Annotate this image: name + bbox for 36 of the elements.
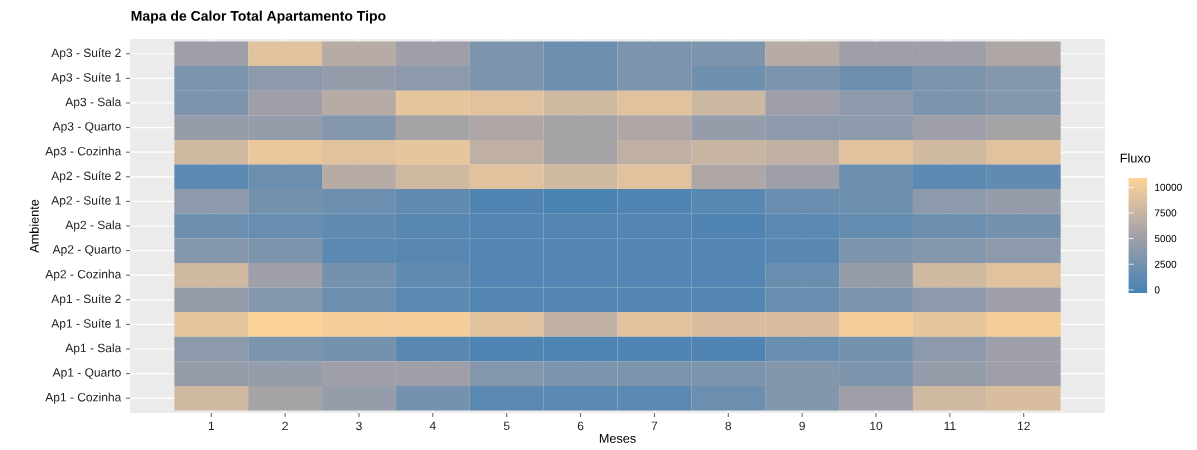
x-tick-label: 1 [208, 421, 215, 430]
x-tick-label: 3 [356, 421, 362, 431]
color-bar-label: 5000 [1154, 235, 1177, 243]
y-tick-label: Ap2 - Sala [65, 220, 122, 232]
color-bar-label: 0 [1154, 286, 1160, 294]
y-tick-label: Ap2 - Suíte 1 [51, 195, 121, 208]
y-tick-label: Ap3 - Suíte 1 [51, 72, 121, 85]
y-tick-label: Ap2 - Suíte 2 [51, 171, 121, 183]
color-bar-title: Fluxo [1120, 153, 1151, 163]
x-tick-label: 12 [1017, 421, 1030, 431]
x-tick-label: 10 [870, 421, 883, 431]
y-tick-label: Ap3 - Quarto [52, 122, 121, 134]
x-tick-label: 2 [282, 421, 288, 431]
y-tick-label: Ap3 - Cozinha [45, 146, 122, 158]
y-tick-label: Ap2 - Quarto [52, 245, 121, 257]
y-tick-label: Ap1 - Sala [65, 343, 122, 355]
color-bar-label: 2500 [1154, 260, 1177, 268]
x-tick-label: 11 [944, 421, 956, 430]
x-tick-label: 5 [503, 421, 510, 431]
y-tick-label: Ap3 - Sala [65, 97, 122, 109]
x-tick-label: 8 [725, 421, 732, 431]
y-tick-label: Ap3 - Suíte 2 [51, 48, 121, 60]
y-tick-label: Ap1 - Cozinha [45, 392, 122, 404]
x-tick-label: 7 [651, 421, 658, 430]
y-tick-label: Ap2 - Cozinha [45, 269, 122, 281]
chart-title: Mapa de Calor Total Apartamento Tipo [131, 10, 386, 24]
color-bar-label: 7500 [1154, 209, 1177, 217]
y-tick-label: Ap1 - Quarto [52, 368, 121, 380]
y-axis-title: Ambiente [29, 199, 39, 253]
color-bar-label: 10000 [1155, 183, 1182, 191]
y-tick-label: Ap1 - Suíte 2 [51, 294, 121, 306]
x-axis-title: Meses [599, 434, 636, 443]
x-tick-label: 9 [799, 421, 805, 431]
y-tick-label: Ap1 - Suíte 1 [51, 318, 121, 331]
x-tick-label: 6 [577, 421, 584, 431]
x-tick-label: 4 [429, 421, 436, 430]
